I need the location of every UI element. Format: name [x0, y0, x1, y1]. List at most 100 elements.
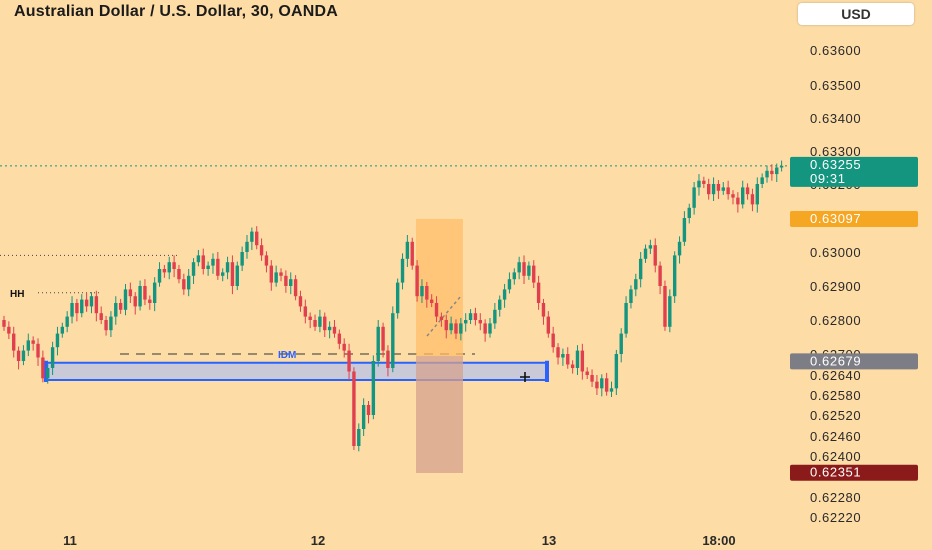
y-tick-label: 0.62520 [810, 408, 861, 423]
candle-body [123, 289, 128, 310]
candle-body [361, 405, 366, 429]
candle-body [347, 350, 351, 372]
y-tick-label: 0.63300 [810, 144, 861, 159]
candle-body [454, 323, 458, 334]
candle-body [114, 303, 118, 317]
candle-body [512, 272, 516, 280]
price-tag-darkred [790, 464, 918, 481]
candle-body [580, 350, 585, 372]
candle-body [429, 299, 434, 303]
candle-body [41, 357, 45, 379]
candle-body [585, 371, 589, 375]
candle-body [191, 262, 196, 276]
candle-body [536, 282, 541, 303]
candle-body [775, 167, 779, 175]
candle-body [721, 187, 725, 191]
crosshair-plus-icon [520, 372, 530, 382]
candle-body [609, 388, 614, 392]
y-tick-label: 0.62220 [810, 510, 861, 525]
candle-body [293, 279, 298, 297]
candle-body [541, 303, 546, 317]
candle-body [391, 313, 395, 368]
candle-body [303, 306, 308, 317]
candle-body [716, 184, 721, 191]
candle-body [230, 262, 235, 286]
candle-body [614, 354, 619, 389]
candle-body [182, 279, 186, 290]
candles [2, 160, 784, 452]
candle-body [138, 286, 142, 307]
long-position-stop-area [416, 356, 463, 473]
y-tick-label: 0.62460 [810, 429, 861, 444]
candle-body [449, 323, 453, 331]
candle-body [561, 354, 565, 358]
candle-body [118, 303, 123, 310]
candle-body [434, 303, 439, 317]
candle-body [143, 286, 147, 300]
demand-zone-right-handle [545, 360, 549, 382]
candle-body [439, 316, 444, 320]
candle-body [284, 275, 288, 286]
x-tick-label: 18:00 [702, 533, 735, 548]
candle-body [70, 303, 74, 317]
candle-body [332, 326, 337, 334]
y-tick-label: 0.62640 [810, 368, 861, 383]
candle-body [31, 340, 35, 344]
candle-body [21, 350, 26, 361]
y-tick-label: 0.63400 [810, 111, 861, 126]
candle-body [221, 272, 225, 276]
candle-body [172, 262, 176, 269]
candle-body [493, 309, 497, 324]
candle-body [415, 265, 419, 297]
x-tick-label: 11 [63, 533, 77, 548]
candle-body [687, 207, 691, 218]
candle-body [400, 258, 405, 283]
candle-body [157, 269, 162, 283]
candle-body [371, 361, 376, 415]
candle-body [604, 378, 609, 392]
level-lines [0, 165, 790, 355]
candle-body [643, 248, 648, 259]
candle-body [600, 378, 604, 389]
candle-body [653, 245, 657, 266]
candle-body [206, 265, 210, 269]
candle-body [16, 350, 21, 361]
candle-body [634, 279, 638, 290]
candle-body [133, 296, 137, 307]
candle-body [731, 194, 735, 198]
candle-body [279, 272, 283, 276]
candle-body [736, 197, 740, 205]
candle-body [240, 252, 244, 266]
price-tag-countdown: 09:31 [810, 171, 846, 186]
price-tag-orange [790, 211, 918, 228]
candle-body [318, 316, 322, 327]
candle-body [663, 286, 667, 327]
candle-body [94, 296, 99, 314]
candle-body [668, 296, 672, 327]
candle-body [211, 258, 215, 266]
candle-body [128, 289, 133, 297]
price-tag-label: 0.62679 [810, 353, 861, 368]
candle-body [468, 313, 473, 320]
candle-body [274, 272, 278, 283]
candle-body [60, 326, 65, 334]
candle-body [711, 184, 716, 195]
position-entry-line [426, 295, 462, 337]
candle-body [225, 262, 230, 273]
candle-body [376, 326, 380, 361]
candle-body [697, 180, 701, 188]
candle-body [337, 333, 342, 344]
candle-body [770, 170, 774, 175]
candle-body [405, 241, 410, 259]
candle-body [551, 333, 555, 348]
candle-body [264, 255, 269, 266]
candle-body [707, 184, 711, 195]
candle-body [235, 265, 239, 286]
currency-selector-button[interactable]: USD [798, 3, 914, 25]
candle-body [619, 333, 623, 354]
candle-body [498, 299, 502, 310]
price-tag-label: 0.63097 [810, 211, 861, 226]
y-tick-label: 0.63000 [810, 245, 861, 260]
candle-body [478, 320, 482, 324]
